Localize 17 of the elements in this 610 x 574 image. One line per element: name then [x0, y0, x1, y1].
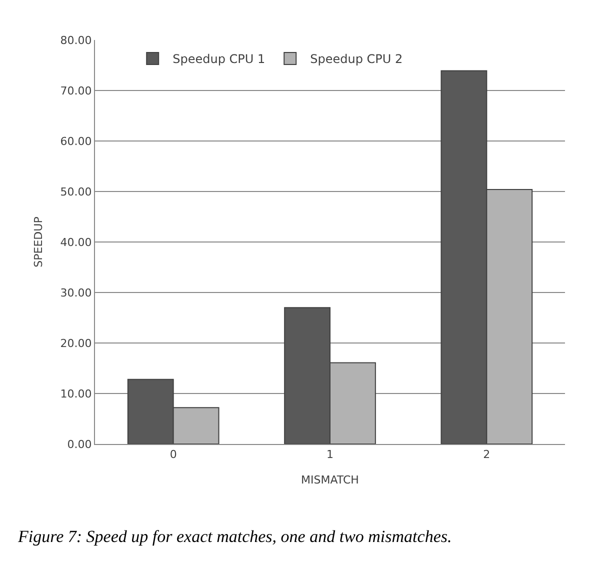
legend-label: Speedup CPU 1	[172, 52, 266, 66]
y-tick-label: 30.00	[60, 286, 92, 300]
y-tick-label: 60.00	[60, 134, 92, 148]
x-axis-title: MISMATCH	[301, 473, 359, 486]
y-tick-label: 80.00	[60, 34, 92, 47]
y-tick-label: 50.00	[60, 185, 92, 198]
y-tick-label: 70.00	[60, 84, 92, 98]
y-axis-title: SPEEDUP	[32, 216, 45, 268]
legend-label: Speedup CPU 2	[310, 52, 403, 66]
x-tick-label: 2	[483, 448, 490, 462]
x-tick-label: 1	[326, 448, 334, 462]
y-tick-label: 40.00	[60, 236, 92, 249]
y-tick-label: 0.00	[67, 438, 92, 451]
caption: Figure 7: Speed up for exact matches, one and two mismatches.	[17, 527, 452, 546]
y-tick-label: 10.00	[60, 387, 92, 400]
y-tick-label: 20.00	[60, 336, 92, 350]
x-tick-label: 0	[170, 448, 177, 462]
